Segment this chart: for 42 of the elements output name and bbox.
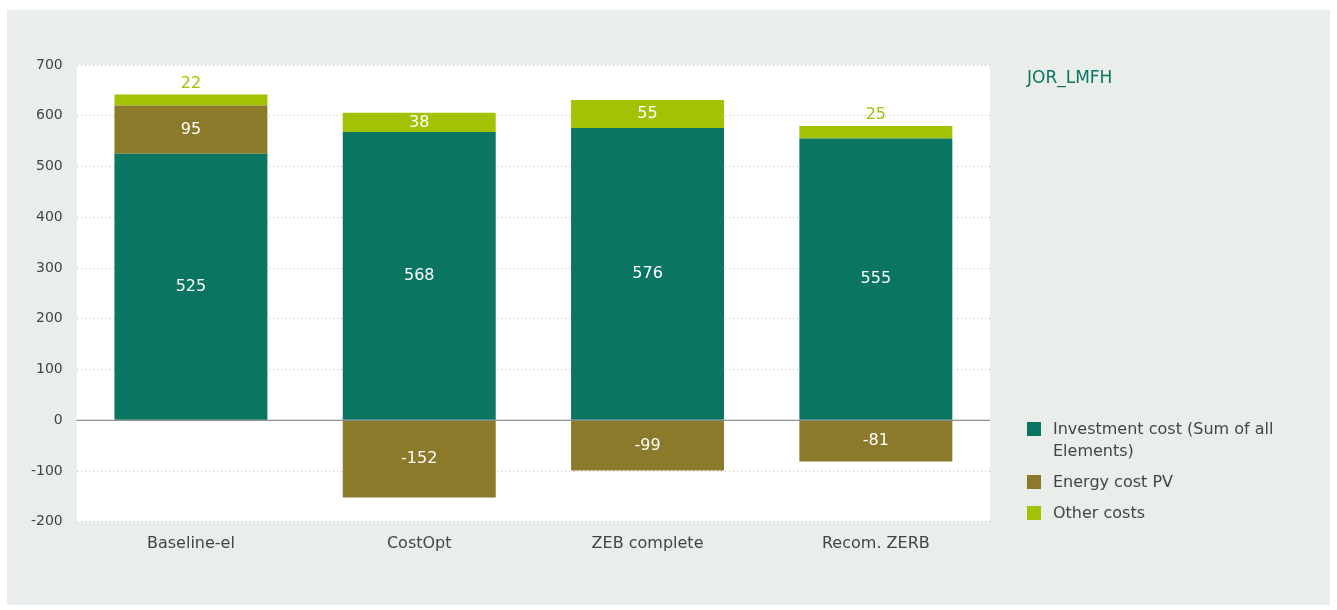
- y-tick-label: -200: [30, 512, 63, 529]
- y-tick-label: 200: [36, 309, 63, 326]
- data-label: 568: [403, 265, 435, 285]
- x-tick-label: CostOpt: [386, 532, 452, 552]
- bar: [342, 420, 496, 498]
- bar: [114, 105, 268, 154]
- y-tick-label: 400: [36, 207, 63, 224]
- bar: [114, 153, 268, 420]
- data-label: 55: [637, 103, 658, 123]
- legend-label: Other costs: [1053, 502, 1146, 524]
- bar: [571, 127, 725, 420]
- data-label: -99: [634, 434, 661, 454]
- bar: [571, 100, 725, 128]
- y-tick-label: 300: [36, 258, 63, 275]
- y-tick-label: 600: [36, 106, 63, 123]
- y-tick-label: 700: [36, 55, 63, 72]
- y-tick-label: 500: [36, 157, 63, 174]
- legend-label: Investment cost (Sum of all Elements): [1053, 418, 1275, 462]
- bar: [571, 420, 725, 471]
- x-tick-label: Recom. ZERB: [821, 532, 930, 552]
- bar: [342, 132, 496, 420]
- y-tick-label: 100: [36, 360, 63, 377]
- bar: [342, 112, 496, 132]
- data-label: 25: [865, 104, 887, 124]
- data-label: 525: [175, 275, 207, 295]
- x-tick-label: Baseline-el: [146, 532, 235, 552]
- text: JOR_LMFH: [1027, 67, 1113, 87]
- data-label: -152: [401, 448, 438, 468]
- y-tick-label: 0: [53, 410, 63, 427]
- x-tick-label: ZEB complete: [591, 532, 704, 552]
- bar: [114, 94, 268, 106]
- bar: [799, 420, 953, 462]
- y-tick-label: -100: [30, 461, 63, 478]
- data-label: -81: [862, 430, 889, 450]
- bar: [799, 138, 953, 420]
- data-label: 95: [180, 118, 202, 138]
- data-label: 38: [409, 111, 430, 131]
- bar: [799, 125, 953, 139]
- data-label: 22: [180, 72, 202, 92]
- data-label: 555: [860, 268, 892, 288]
- legend-label: Energy cost PV: [1053, 471, 1173, 493]
- data-label: 576: [632, 263, 663, 283]
